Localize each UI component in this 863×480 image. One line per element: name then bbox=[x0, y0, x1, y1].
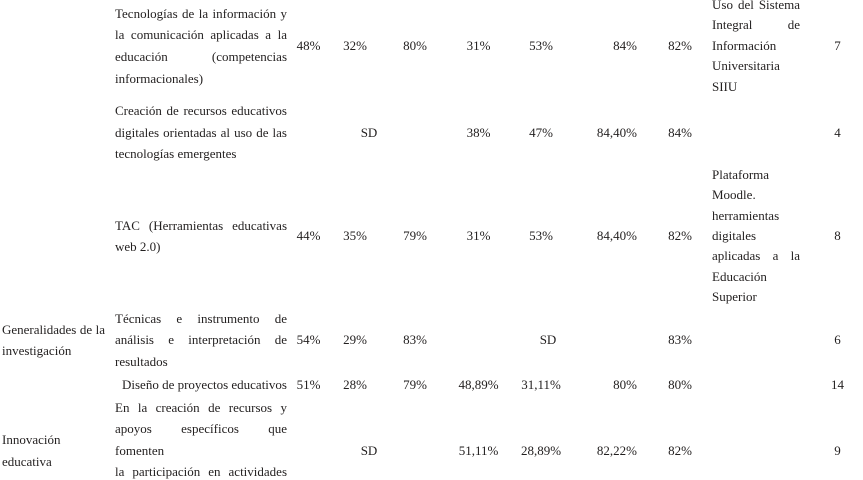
cell-topic bbox=[712, 100, 805, 165]
cell-description: En la creación de recursos y apoyos espec… bbox=[115, 399, 287, 480]
cell-count: 7 bbox=[834, 38, 841, 54]
table-row: Creación de recursos educativos digitales… bbox=[0, 100, 863, 165]
cell-count: 14 bbox=[831, 376, 844, 392]
cell-value: 84% bbox=[613, 38, 637, 54]
cell-value: 31,11% bbox=[521, 376, 561, 392]
cell-value: SD bbox=[539, 332, 557, 348]
cell-topic: Plataforma Moodle. herramientas digitales ap… bbox=[712, 166, 800, 305]
cell-value: 31% bbox=[466, 228, 491, 244]
cell-value: SD bbox=[360, 124, 378, 140]
table-row: Diseño de proyectos educativos 51% 28% 7… bbox=[0, 373, 863, 397]
cell-description: TAC (Herramientas educativas web 2.0) bbox=[115, 217, 287, 255]
cell-category: Generalidades de la investigación bbox=[2, 321, 105, 359]
cell-value: 79% bbox=[403, 376, 427, 392]
cell-description: Creación de recursos educativos digitales… bbox=[115, 103, 287, 162]
cell-value: 83% bbox=[668, 332, 692, 348]
cell-value: 84% bbox=[668, 124, 692, 140]
table-row: Tecnologías de la información y la comuni… bbox=[0, 0, 863, 100]
cell-value: 83% bbox=[403, 332, 427, 348]
cell-topic: Uso del Sistema Integral de Información Uni… bbox=[712, 0, 800, 94]
table-row: TAC (Herramientas educativas web 2.0) 44%… bbox=[0, 165, 863, 308]
cell-value: 48% bbox=[296, 38, 321, 54]
cell-count: 6 bbox=[834, 332, 841, 348]
cell-topic bbox=[712, 308, 805, 373]
cell-value: 35% bbox=[343, 228, 367, 244]
cell-value: 54% bbox=[296, 332, 321, 348]
cell-value: 80% bbox=[668, 376, 692, 392]
cell-topic bbox=[712, 373, 805, 397]
cell-count: 9 bbox=[834, 442, 841, 458]
cell-count: 4 bbox=[834, 124, 841, 140]
table-row: Innovación educativa En la creación de r… bbox=[0, 397, 863, 480]
cell-value: 53% bbox=[529, 38, 553, 54]
cell-value: SD bbox=[360, 442, 378, 458]
cell-category bbox=[0, 373, 108, 397]
cell-value: 29% bbox=[343, 332, 367, 348]
cell-category bbox=[0, 165, 108, 308]
cell-value: 53% bbox=[529, 228, 553, 244]
cell-value: 80% bbox=[403, 38, 427, 54]
cell-value: 28,89% bbox=[520, 442, 562, 458]
cell-value: 44% bbox=[296, 228, 321, 244]
cell-value: 80% bbox=[613, 376, 637, 392]
cell-category bbox=[0, 100, 108, 165]
cell-value: 82% bbox=[668, 442, 692, 458]
cell-value: 31% bbox=[466, 38, 491, 54]
cell-value: 82% bbox=[668, 38, 692, 54]
cell-value: 79% bbox=[403, 228, 427, 244]
cell-value: 51% bbox=[296, 376, 321, 392]
cell-topic bbox=[712, 397, 805, 480]
cell-value: 51,11% bbox=[458, 442, 499, 458]
cell-value bbox=[570, 308, 640, 373]
cell-value: 48,89% bbox=[458, 376, 499, 392]
cell-value bbox=[292, 100, 325, 165]
cell-description: Técnicas e instrumento de análisis e inte… bbox=[115, 310, 287, 369]
cell-value: 84,40% bbox=[596, 228, 637, 244]
cell-value bbox=[292, 397, 325, 480]
cell-value: 38% bbox=[466, 124, 491, 140]
cell-value: 28% bbox=[343, 376, 367, 392]
cell-value bbox=[385, 397, 445, 480]
cell-category bbox=[0, 0, 108, 100]
cell-value: 84,40% bbox=[596, 124, 637, 140]
cell-value bbox=[445, 308, 512, 373]
cell-value bbox=[385, 100, 445, 165]
cell-count: 8 bbox=[834, 228, 841, 244]
table-row: Generalidades de la investigación Técnica… bbox=[0, 308, 863, 373]
cell-category: Innovación educativa bbox=[2, 432, 61, 469]
cell-value: 82% bbox=[668, 228, 692, 244]
cell-description: Diseño de proyectos educativos bbox=[122, 376, 287, 392]
cell-value: 47% bbox=[529, 124, 553, 140]
cell-value: 32% bbox=[343, 38, 367, 54]
cell-value: 82,22% bbox=[596, 442, 637, 458]
cell-description: Tecnologías de la información y la comuni… bbox=[115, 5, 287, 86]
